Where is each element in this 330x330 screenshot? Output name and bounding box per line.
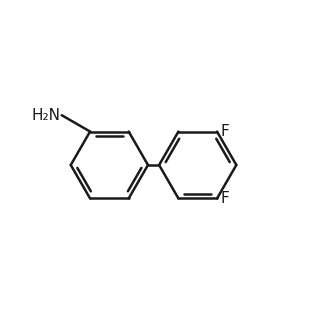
Text: H₂N: H₂N bbox=[31, 108, 60, 123]
Text: F: F bbox=[221, 191, 230, 206]
Text: F: F bbox=[221, 124, 230, 139]
